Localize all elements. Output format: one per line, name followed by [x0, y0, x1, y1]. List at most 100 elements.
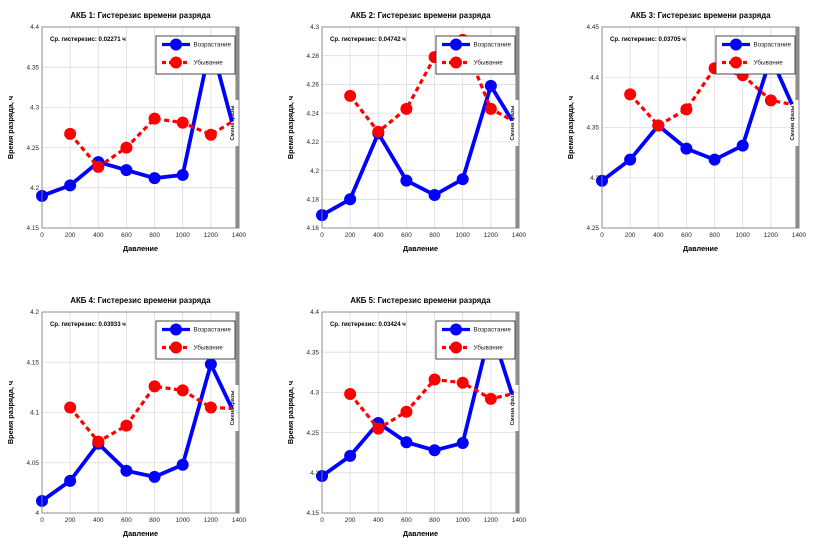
data-point-fall	[372, 422, 385, 435]
data-point-fall	[372, 125, 385, 138]
legend: Возрастание Убывание	[155, 320, 236, 360]
phase-change-label: Смена фазы	[229, 105, 236, 140]
y-tick-label: 4.3	[310, 24, 319, 31]
legend-label-rise: Возрастание	[194, 327, 232, 334]
plot-border	[321, 311, 520, 514]
y-tick-label: 4.25	[587, 225, 600, 232]
y-tick-label: 4.2	[30, 309, 39, 316]
y-tick-label: 4.3	[590, 175, 599, 182]
hysteresis-annotation: Ср. гистерезис: 0.04742 ч	[330, 36, 406, 43]
chart-canvas-akb-5: Смена фазы Ср. гистерезис: 0.03424 ч Возра…	[286, 296, 527, 538]
x-tick-label: 0	[320, 517, 324, 524]
x-tick-label: 800	[709, 232, 720, 239]
legend-marker-fall-icon	[730, 56, 742, 69]
y-axis-label: Время разряда, ч	[6, 96, 15, 159]
x-tick-label: 400	[373, 232, 384, 239]
x-tick-label: 0	[40, 232, 44, 239]
data-point-rise	[456, 437, 469, 450]
chart-canvas-akb-1: Смена фазы Ср. гистерезис: 0.02271 ч Возра…	[6, 11, 247, 253]
x-tick-label: 1200	[204, 232, 219, 239]
legend-box	[715, 35, 796, 75]
data-point-fall	[484, 102, 497, 115]
legend-box	[155, 320, 236, 360]
data-point-rise	[736, 139, 749, 152]
data-point-fall	[764, 94, 777, 107]
hysteresis-annotation: Ср. гистерезис: 0.02271 ч	[50, 36, 126, 43]
phase-change-label: Смена фазы	[509, 105, 516, 140]
x-tick-label: 600	[121, 232, 132, 239]
chart-akb-1: Смена фазы Ср. гистерезис: 0.02271 ч Возра…	[0, 0, 280, 262]
data-point-rise	[176, 458, 189, 471]
data-point-rise	[120, 164, 133, 177]
legend-label-rise: Возрастание	[194, 42, 232, 49]
data-point-fall	[120, 141, 133, 154]
data-point-fall	[428, 373, 441, 386]
x-axis-label: Давление	[123, 244, 158, 253]
y-tick-label: 4.2	[30, 185, 39, 192]
legend-label-fall: Убывание	[194, 59, 224, 67]
legend-box	[155, 35, 236, 75]
x-tick-label: 200	[65, 232, 76, 239]
x-tick-label: 1200	[484, 517, 499, 524]
y-tick-label: 4.18	[307, 196, 320, 203]
data-point-rise	[120, 464, 133, 477]
legend-label-rise: Возрастание	[754, 42, 792, 49]
y-tick-label: 4.24	[307, 110, 320, 117]
legend-label-fall: Убывание	[194, 344, 224, 352]
phase-change-label: Смена фазы	[789, 105, 796, 140]
chart-title: АКБ 2: Гистерезис времени разряда	[350, 11, 491, 20]
x-tick-label: 1000	[456, 517, 471, 524]
data-point-rise	[456, 173, 469, 186]
data-point-rise	[148, 470, 161, 483]
legend-marker-fall-icon	[450, 56, 462, 69]
x-tick-label: 1200	[764, 232, 779, 239]
data-point-fall	[344, 388, 357, 401]
chart-title: АКБ 5: Гистерезис времени разряда	[350, 296, 491, 305]
y-tick-label: 4.4	[30, 24, 39, 31]
y-tick-label: 4.35	[307, 349, 320, 356]
x-tick-label: 1400	[792, 232, 807, 239]
data-point-fall	[484, 392, 497, 405]
y-tick-label: 4.1	[30, 410, 39, 417]
y-axis-label: Время разряда, ч	[6, 381, 15, 444]
y-tick-label: 4.16	[307, 225, 320, 232]
y-tick-label: 4.15	[307, 510, 320, 517]
x-tick-label: 1200	[484, 232, 499, 239]
y-tick-label: 4.22	[307, 139, 320, 146]
legend: Возрастание Убывание	[155, 35, 236, 75]
x-tick-label: 200	[345, 232, 356, 239]
data-point-fall	[92, 160, 105, 173]
x-tick-label: 1200	[204, 517, 219, 524]
y-tick-label: 4.15	[27, 225, 40, 232]
y-tick-label: 4.4	[310, 309, 319, 316]
y-tick-label: 4.25	[307, 430, 320, 437]
data-point-rise	[708, 153, 721, 166]
chart-canvas-akb-3: Смена фазы Ср. гистерезис: 0.03705 ч Возра…	[566, 11, 807, 253]
y-tick-label: 4.28	[307, 53, 320, 60]
chart-akb-3: Смена фазы Ср. гистерезис: 0.03705 ч Возра…	[560, 0, 830, 262]
data-point-rise	[176, 168, 189, 181]
plot-border	[41, 26, 240, 229]
chart-akb-2: Смена фазы Ср. гистерезис: 0.04742 ч Возра…	[280, 0, 560, 262]
data-point-rise	[64, 179, 77, 192]
data-point-rise	[428, 444, 441, 457]
x-tick-label: 1400	[232, 517, 247, 524]
legend: Возрастание Убывание	[435, 35, 516, 75]
y-tick-label: 4.35	[587, 125, 600, 132]
data-point-fall	[176, 384, 189, 397]
chart-title: АКБ 1: Гистерезис времени разряда	[70, 11, 211, 20]
y-tick-label: 4.15	[27, 359, 40, 366]
legend: Возрастание Убывание	[435, 320, 516, 360]
data-point-fall	[92, 435, 105, 448]
data-point-rise	[400, 174, 413, 187]
y-axis-label: Время разряда, ч	[286, 96, 295, 159]
x-tick-label: 1000	[736, 232, 751, 239]
data-point-fall	[680, 103, 693, 116]
data-point-fall	[456, 376, 469, 389]
data-point-fall	[400, 102, 413, 115]
y-tick-label: 4.3	[310, 390, 319, 397]
chart-title: АКБ 3: Гистерезис времени разряда	[630, 11, 771, 20]
phase-change-label: Смена фазы	[509, 390, 516, 425]
